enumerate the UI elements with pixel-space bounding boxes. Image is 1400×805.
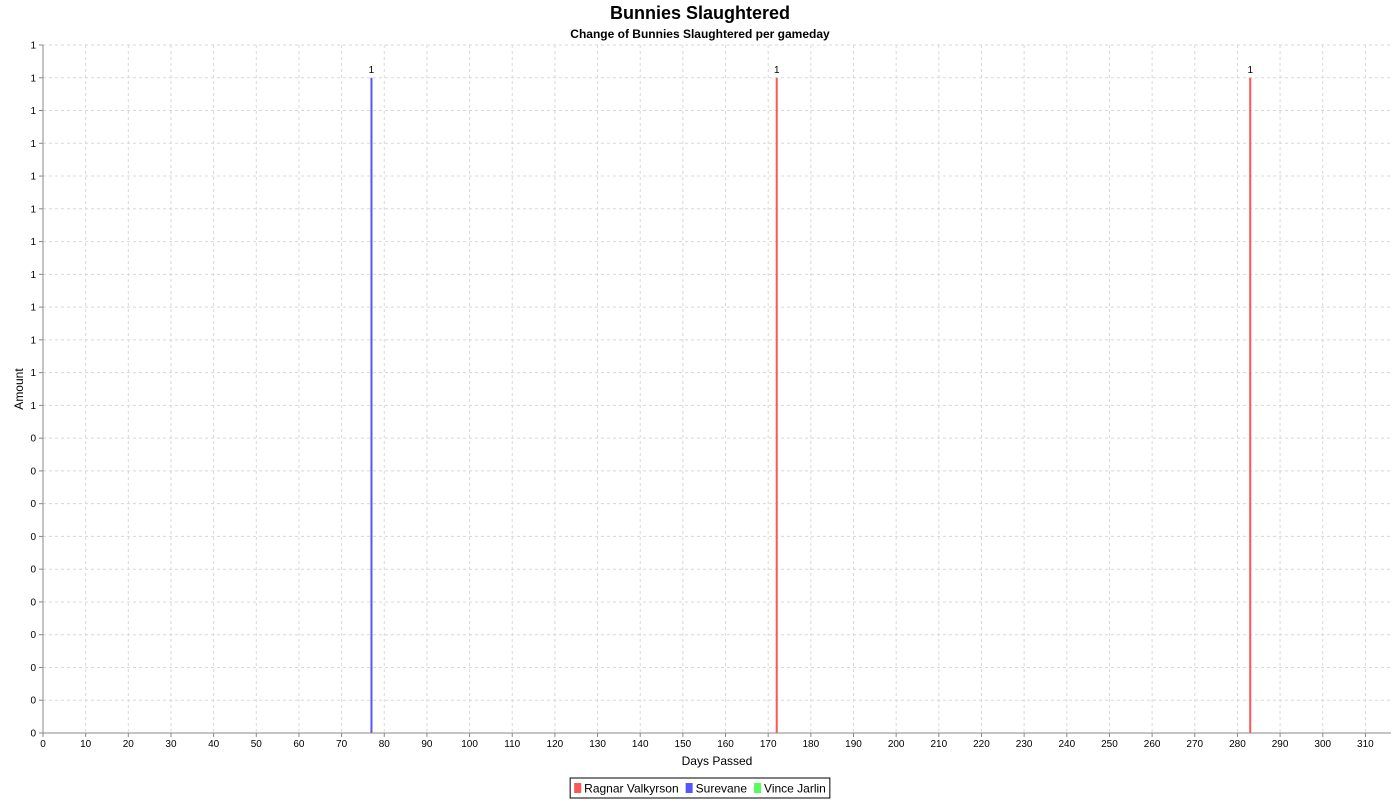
y-tick-label: 0: [30, 663, 36, 674]
legend-item: Ragnar Valkyrson: [574, 782, 679, 796]
y-tick-label: 1: [30, 335, 36, 346]
x-tick-label: 160: [717, 739, 734, 750]
x-tick-label: 220: [973, 739, 990, 750]
y-tick-label: 1: [30, 204, 36, 215]
y-tick-label: 1: [30, 368, 36, 379]
legend-item: Vince Jarlin: [754, 782, 826, 796]
y-tick-label: 0: [30, 696, 36, 707]
data-label: 1: [1247, 65, 1253, 76]
bars: [370, 77, 1252, 733]
y-tick-label: 0: [30, 532, 36, 543]
y-tick-label: 0: [30, 434, 36, 445]
x-tick-label: 270: [1186, 739, 1203, 750]
x-tick-label: 20: [123, 739, 135, 750]
x-tick-label: 120: [547, 739, 564, 750]
x-tick-label: 200: [888, 739, 905, 750]
x-tick-label: 250: [1101, 739, 1118, 750]
y-tick-label: 0: [30, 729, 36, 740]
y-tick-label: 0: [30, 565, 36, 576]
x-tick-label: 280: [1229, 739, 1246, 750]
x-tick-label: 170: [760, 739, 777, 750]
y-tick-label: 0: [30, 597, 36, 608]
y-tick-label: 1: [30, 139, 36, 150]
x-tick-label: 210: [930, 739, 947, 750]
y-tick-label: 1: [30, 237, 36, 248]
x-tick-label: 70: [336, 739, 348, 750]
legend-box: Ragnar Valkyrson Surevane Vince Jarlin: [569, 777, 831, 799]
y-tick-label: 1: [30, 303, 36, 314]
data-labels: 1 1 1: [369, 65, 1254, 76]
x-tick-label: 100: [461, 739, 478, 750]
x-tick-label: 80: [379, 739, 391, 750]
y-tick-label: 1: [30, 270, 36, 281]
x-tick-label: 90: [421, 739, 433, 750]
x-tick-label: 150: [675, 739, 692, 750]
legend-label: Surevane: [696, 782, 748, 796]
x-tick-label: 290: [1272, 739, 1289, 750]
x-tick-label: 180: [803, 739, 820, 750]
y-tick-label: 0: [30, 466, 36, 477]
legend-swatch: [754, 783, 762, 793]
y-tick-label: 0: [30, 630, 36, 641]
bar: [370, 77, 373, 733]
x-tick-label: 260: [1144, 739, 1161, 750]
x-tick-label: 10: [80, 739, 92, 750]
x-tick-label: 30: [165, 739, 177, 750]
legend-label: Vince Jarlin: [764, 782, 826, 796]
x-tick-label: 0: [40, 739, 46, 750]
y-tick-label: 0: [30, 499, 36, 510]
data-label: 1: [369, 65, 375, 76]
y-tick-label: 1: [30, 41, 36, 52]
bar: [1249, 77, 1252, 733]
chart-title: Bunnies Slaughtered: [610, 3, 790, 23]
y-axis-label: Amount: [12, 368, 26, 410]
grid: [42, 44, 1391, 734]
x-tick-label: 310: [1357, 739, 1374, 750]
legend-swatch: [574, 783, 582, 793]
legend-swatch: [685, 783, 693, 793]
axes: 0 10 20 30 40 50 60 70 80 90 100 110 120 130 140 150 160…: [30, 41, 1391, 750]
x-tick-label: 240: [1058, 739, 1075, 750]
x-tick-label: 140: [632, 739, 649, 750]
x-tick-label: 130: [589, 739, 606, 750]
legend: Ragnar Valkyrson Surevane Vince Jarlin: [569, 777, 831, 799]
y-tick-label: 1: [30, 172, 36, 183]
data-label: 1: [774, 65, 780, 76]
bar: [775, 77, 778, 733]
y-tick-label: 1: [30, 401, 36, 412]
x-tick-label: 230: [1016, 739, 1033, 750]
legend-item: Surevane: [685, 782, 748, 796]
x-tick-label: 60: [293, 739, 305, 750]
plot-area: [43, 45, 1391, 733]
legend-label: Ragnar Valkyrson: [584, 782, 679, 796]
chart-subtitle: Change of Bunnies Slaughtered per gameda…: [570, 27, 830, 41]
y-tick-label: 1: [30, 106, 36, 117]
x-axis-label: Days Passed: [682, 754, 753, 768]
y-tick-label: 1: [30, 73, 36, 84]
x-tick-label: 190: [845, 739, 862, 750]
legend-frame: [569, 777, 831, 799]
x-tick-label: 110: [504, 739, 520, 750]
x-tick-label: 40: [208, 739, 220, 750]
x-tick-label: 50: [251, 739, 263, 750]
x-tick-label: 300: [1314, 739, 1331, 750]
